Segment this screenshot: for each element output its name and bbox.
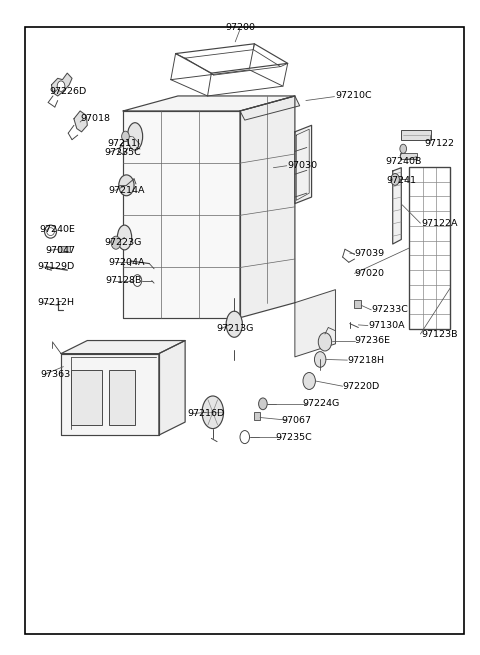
Ellipse shape xyxy=(202,396,224,428)
Ellipse shape xyxy=(47,228,54,236)
Text: 97235C: 97235C xyxy=(104,148,141,157)
Bar xyxy=(400,153,417,159)
Text: 97204A: 97204A xyxy=(109,258,145,267)
Text: 97220D: 97220D xyxy=(343,382,380,390)
Ellipse shape xyxy=(226,311,242,337)
Text: 97200: 97200 xyxy=(225,23,255,32)
Polygon shape xyxy=(123,111,240,318)
Text: 97240B: 97240B xyxy=(385,157,421,166)
Circle shape xyxy=(111,236,120,250)
Text: 97123B: 97123B xyxy=(421,329,458,339)
Ellipse shape xyxy=(45,225,57,238)
Text: 97211J: 97211J xyxy=(107,139,140,148)
Polygon shape xyxy=(295,290,336,357)
Polygon shape xyxy=(240,96,295,318)
Bar xyxy=(409,167,450,329)
Bar xyxy=(109,370,135,425)
Text: 97241: 97241 xyxy=(386,176,417,185)
Text: 97039: 97039 xyxy=(355,250,384,258)
Text: 97210C: 97210C xyxy=(336,92,372,100)
Text: 97218H: 97218H xyxy=(348,356,384,365)
Text: 97236E: 97236E xyxy=(355,336,391,345)
Text: 97030: 97030 xyxy=(288,161,318,170)
Text: 97223G: 97223G xyxy=(104,238,142,247)
Text: 97213G: 97213G xyxy=(216,324,253,333)
Text: 97214A: 97214A xyxy=(109,186,145,195)
Bar xyxy=(409,167,450,329)
Ellipse shape xyxy=(117,225,132,250)
Bar xyxy=(401,130,431,140)
Circle shape xyxy=(57,81,65,92)
Bar xyxy=(58,246,70,252)
Polygon shape xyxy=(393,168,401,244)
Text: 97240E: 97240E xyxy=(39,225,75,234)
Polygon shape xyxy=(61,354,159,435)
Polygon shape xyxy=(295,125,312,204)
Polygon shape xyxy=(74,111,87,132)
Text: 97020: 97020 xyxy=(355,269,384,278)
Circle shape xyxy=(318,333,332,351)
Text: 97122: 97122 xyxy=(425,139,455,148)
Text: 97216D: 97216D xyxy=(188,409,225,418)
Polygon shape xyxy=(51,73,72,96)
Circle shape xyxy=(119,175,134,196)
Circle shape xyxy=(259,398,267,409)
Circle shape xyxy=(391,174,399,185)
Circle shape xyxy=(121,131,129,141)
Text: 97129D: 97129D xyxy=(37,263,74,271)
Text: 97128B: 97128B xyxy=(106,276,142,285)
Circle shape xyxy=(133,274,142,286)
Polygon shape xyxy=(61,341,185,354)
Text: 97224G: 97224G xyxy=(302,400,339,408)
Text: 97047: 97047 xyxy=(45,246,75,255)
Text: 97212H: 97212H xyxy=(37,298,74,307)
Text: 97235C: 97235C xyxy=(276,432,312,441)
Text: 97363: 97363 xyxy=(40,370,71,379)
Polygon shape xyxy=(159,341,185,435)
Polygon shape xyxy=(240,96,300,120)
Ellipse shape xyxy=(127,122,143,150)
Circle shape xyxy=(400,144,407,153)
Text: 97233C: 97233C xyxy=(371,305,408,314)
Polygon shape xyxy=(123,96,295,111)
Text: 97067: 97067 xyxy=(281,416,312,424)
Bar xyxy=(254,412,260,420)
Circle shape xyxy=(303,373,315,390)
Text: 97122A: 97122A xyxy=(421,219,458,228)
Text: 97226D: 97226D xyxy=(49,87,86,96)
Text: 97018: 97018 xyxy=(80,114,110,123)
Text: 97130A: 97130A xyxy=(368,321,405,330)
Circle shape xyxy=(314,352,326,367)
Circle shape xyxy=(240,430,250,443)
Bar xyxy=(71,370,102,425)
Bar xyxy=(354,300,361,308)
